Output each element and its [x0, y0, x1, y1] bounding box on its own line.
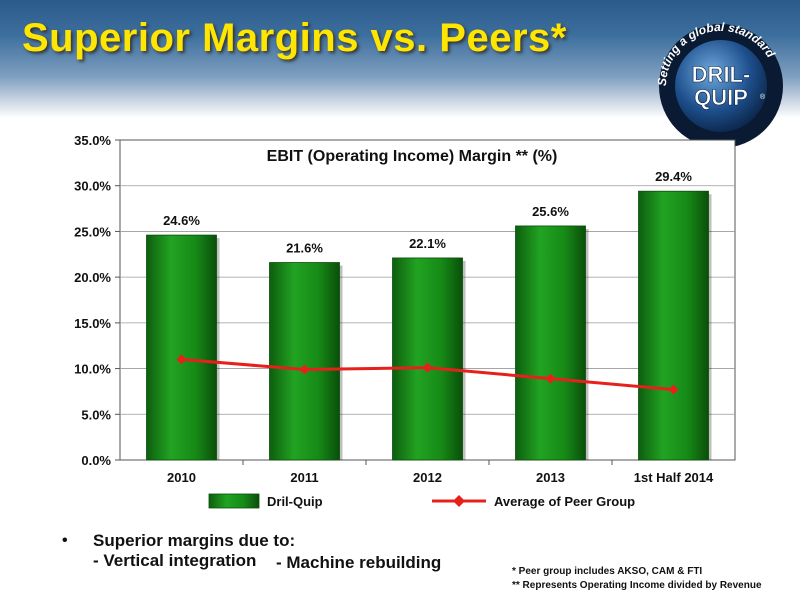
footnote-operating-income: ** Represents Operating Income divided b… [512, 580, 762, 591]
bullet-item-vertical-integration: - Vertical integration [93, 551, 257, 570]
bullet-marker: • [62, 532, 68, 549]
y-tick-label: 0.0% [81, 453, 111, 468]
peer-line-series [176, 354, 679, 395]
bar-data-label: 21.6% [286, 241, 323, 256]
y-tick-label: 30.0% [74, 179, 111, 194]
peer-point [668, 384, 679, 395]
bar-data-labels: 24.6% 21.6% 22.1% 25.6% 29.4% [163, 169, 692, 255]
y-tick-label: 20.0% [74, 270, 111, 285]
chart-title: EBIT (Operating Income) Margin ** (%) [267, 148, 558, 165]
x-tick-label: 2011 [290, 470, 318, 485]
y-tick-label: 5.0% [81, 407, 111, 422]
y-axis-ticks: 0.0% 5.0% 10.0% 15.0% 20.0% 25.0% 30.0% 35.0% [74, 133, 120, 468]
x-axis-ticks: 2010 2011 2012 2013 1st Half 2014 [167, 460, 714, 485]
bar-series [146, 190, 712, 461]
dril-quip-logo: Setting a global standard DRIL- QUIP ® [655, 20, 783, 148]
y-tick-label: 15.0% [74, 316, 111, 331]
bar [392, 257, 463, 461]
bar-data-label: 24.6% [163, 213, 200, 228]
legend-bar-label: Dril-Quip [267, 494, 323, 509]
logo-registered-mark: ® [760, 93, 766, 101]
legend-line-label: Average of Peer Group [494, 494, 635, 509]
bullet-item-machine-rebuilding: - Machine rebuilding [276, 553, 442, 572]
footnote-peer-group: * Peer group includes AKSO, CAM & FTI [512, 566, 703, 577]
x-tick-label: 1st Half 2014 [634, 470, 714, 485]
x-tick-label: 2012 [413, 470, 442, 485]
peer-point [299, 364, 310, 375]
chart-legend: Dril-Quip Average of Peer Group [208, 493, 635, 509]
y-tick-label: 25.0% [74, 224, 111, 239]
bar [638, 190, 709, 461]
logo-word-2: QUIP [694, 85, 748, 110]
peer-point [545, 373, 556, 384]
peer-point [176, 354, 187, 365]
peer-point [422, 362, 433, 373]
x-tick-label: 2010 [167, 470, 196, 485]
bar-data-label: 22.1% [409, 236, 446, 251]
slide-title: Superior Margins vs. Peers* [22, 16, 567, 60]
bar-data-label: 25.6% [532, 204, 569, 219]
legend-bar-swatch [208, 493, 260, 509]
logo-word-1: DRIL- [692, 62, 751, 87]
bar-data-label: 29.4% [655, 169, 692, 184]
bar [269, 262, 340, 461]
bar [146, 234, 217, 461]
bullet-heading: Superior margins due to: [93, 531, 296, 550]
y-tick-label: 10.0% [74, 362, 111, 377]
legend-line-marker [453, 495, 465, 507]
y-tick-label: 35.0% [74, 133, 111, 148]
x-tick-label: 2013 [536, 470, 565, 485]
bar [515, 225, 586, 461]
